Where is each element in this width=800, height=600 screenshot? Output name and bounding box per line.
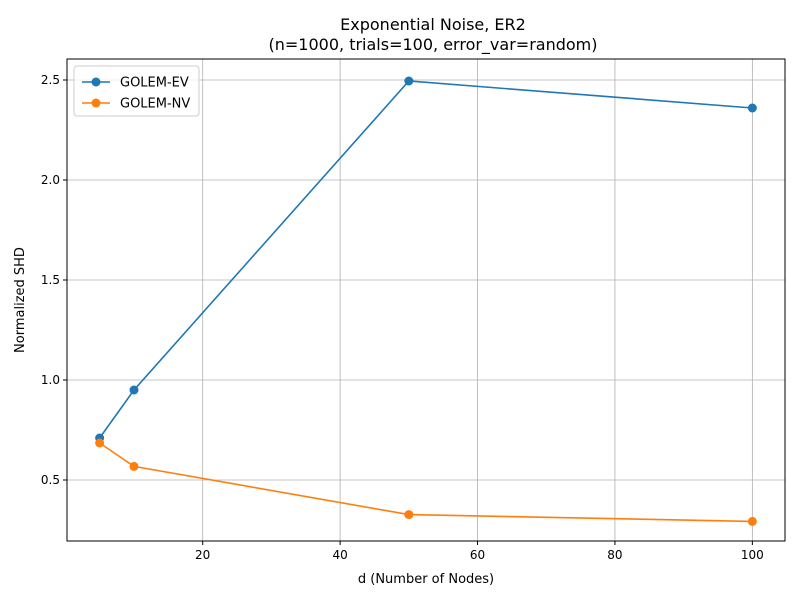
- x-tick-label: 20: [195, 548, 210, 562]
- chart-title: Exponential Noise, ER2: [340, 15, 526, 34]
- y-axis-label: Normalized SHD: [13, 247, 28, 353]
- x-tick-label: 40: [332, 548, 347, 562]
- legend-label: GOLEM-NV: [120, 97, 190, 112]
- series-golem-nv: [95, 438, 757, 526]
- x-tick-label: 60: [470, 548, 485, 562]
- x-tick-label: 100: [741, 548, 764, 562]
- y-tick-label: 2.5: [41, 73, 60, 87]
- y-tick-label: 1.5: [41, 273, 60, 287]
- series-line-golem-nv: [99, 442, 753, 523]
- series-line-golem-ev: [98, 80, 753, 439]
- series-group: [95, 76, 757, 526]
- legend: GOLEM-EV GOLEM-NV: [73, 65, 200, 117]
- axis-ticks: 20 40 60 80 100 0.5 1.0 1.5 2.0 2.5: [41, 73, 764, 562]
- data-point-golem-ev: [129, 385, 139, 395]
- data-point-golem-nv: [404, 510, 414, 520]
- legend-label: GOLEM-EV: [120, 76, 189, 91]
- y-tick-label: 0.5: [41, 473, 60, 487]
- legend-marker: [91, 77, 101, 87]
- y-tick-label: 2.0: [41, 173, 60, 187]
- grid: [67, 59, 785, 541]
- data-point-golem-ev: [747, 103, 757, 113]
- legend-marker: [91, 98, 101, 108]
- data-point-golem-nv: [95, 438, 105, 448]
- data-point-golem-nv: [129, 461, 139, 471]
- y-tick-label: 1.0: [41, 373, 60, 387]
- series-golem-ev: [95, 76, 757, 443]
- legend-item: GOLEM-NV: [82, 97, 190, 112]
- chart-subtitle: (n=1000, trials=100, error_var=random): [269, 35, 598, 55]
- data-point-golem-ev: [404, 76, 414, 86]
- x-tick-label: 80: [607, 548, 622, 562]
- data-point-golem-nv: [747, 516, 757, 526]
- plot-area-frame: [66, 58, 786, 542]
- x-axis-label: d (Number of Nodes): [358, 572, 494, 587]
- legend-item: GOLEM-EV: [82, 76, 189, 91]
